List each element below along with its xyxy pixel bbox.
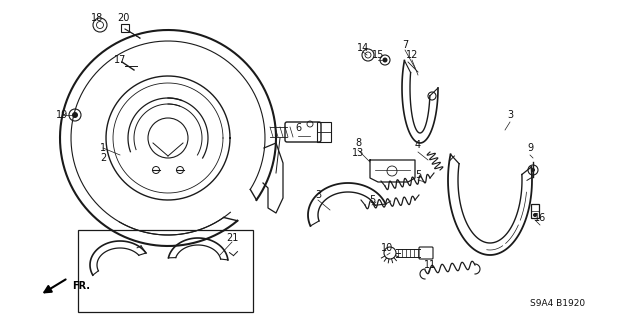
Text: 6: 6 bbox=[295, 123, 301, 133]
Text: 4: 4 bbox=[415, 140, 421, 150]
Circle shape bbox=[533, 213, 537, 217]
Text: 18: 18 bbox=[91, 13, 103, 23]
Text: 5: 5 bbox=[369, 195, 375, 205]
Text: 5: 5 bbox=[415, 170, 421, 180]
Text: 1: 1 bbox=[100, 143, 106, 153]
Text: 3: 3 bbox=[315, 190, 321, 200]
Text: 17: 17 bbox=[114, 55, 126, 65]
Text: 10: 10 bbox=[381, 243, 393, 253]
Text: 21: 21 bbox=[226, 233, 238, 243]
Text: 8: 8 bbox=[355, 138, 361, 148]
Text: 12: 12 bbox=[406, 50, 418, 60]
Text: 15: 15 bbox=[372, 50, 384, 60]
Text: 16: 16 bbox=[534, 213, 546, 223]
Bar bbox=[78, 230, 253, 312]
Text: 13: 13 bbox=[352, 148, 364, 158]
Text: 3: 3 bbox=[507, 110, 513, 120]
Text: FR.: FR. bbox=[72, 281, 90, 291]
Circle shape bbox=[72, 112, 78, 118]
Text: S9A4 B1920: S9A4 B1920 bbox=[530, 299, 585, 308]
Circle shape bbox=[383, 57, 387, 63]
Circle shape bbox=[531, 168, 535, 172]
FancyArrowPatch shape bbox=[44, 279, 66, 292]
Text: 11: 11 bbox=[424, 260, 436, 270]
Text: 7: 7 bbox=[402, 40, 408, 50]
Text: 14: 14 bbox=[357, 43, 369, 53]
Text: 20: 20 bbox=[117, 13, 129, 23]
Text: 9: 9 bbox=[527, 143, 533, 153]
Text: 2: 2 bbox=[100, 153, 106, 163]
Text: 19: 19 bbox=[56, 110, 68, 120]
